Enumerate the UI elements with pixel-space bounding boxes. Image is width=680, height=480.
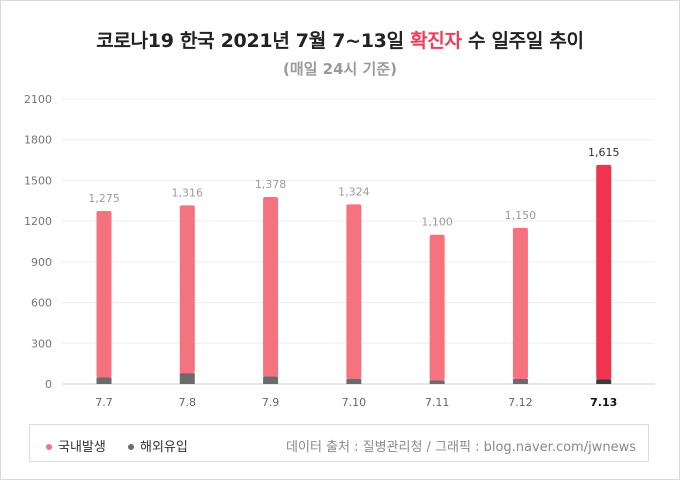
y-tick-label: 300 — [31, 337, 52, 350]
bar-domestic — [429, 234, 445, 381]
bar-domestic — [596, 164, 612, 380]
y-tick-label: 900 — [31, 256, 52, 269]
data-label-total: 1,275 — [88, 192, 120, 205]
bar-domestic — [263, 196, 279, 377]
title-part-2: 수 일주일 추이 — [468, 30, 584, 52]
bar-overseas — [263, 376, 279, 384]
legend-dot-overseas — [128, 443, 134, 450]
bar-domestic — [512, 227, 528, 379]
chart-subtitle: (매일 24시 기준) — [282, 60, 398, 78]
bar-overseas — [429, 380, 445, 384]
x-tick-label: 7.11 — [425, 396, 450, 409]
bar-overseas — [346, 378, 362, 384]
data-source-credit: 데이터 출처 : 질병관리청 / 그래픽 : blog.naver.com/jw… — [286, 440, 636, 455]
bar-overseas — [512, 378, 528, 384]
y-tick-label: 1200 — [24, 215, 52, 228]
x-tick-label: 7.12 — [508, 396, 533, 409]
bar-domestic — [96, 210, 112, 378]
legend-label-domestic: 국내발생 — [58, 440, 106, 455]
bar-overseas — [596, 379, 612, 384]
title-highlight: 확진자 — [410, 30, 462, 52]
legend-dot-domestic — [46, 443, 52, 450]
chart-title: 코로나19 한국 2021년 7월 7~13일 확진자 수 일주일 추이 — [0, 26, 680, 53]
data-label-total: 1,324 — [338, 185, 370, 198]
x-tick-label: 7.9 — [262, 396, 280, 409]
title-part-1: 코로나19 한국 2021년 7월 7~13일 — [96, 30, 404, 52]
bar-chart: 0 300 600 900 1200 1500 1800 2100 1,275 7.7 1,316 7… — [24, 93, 655, 409]
x-tick-label: 7.7 — [95, 396, 113, 409]
data-label-total: 1,150 — [505, 209, 537, 222]
legend-item-overseas: 해외유입 — [128, 436, 188, 455]
y-tick-label: 1500 — [24, 174, 52, 187]
y-tick-label: 1800 — [24, 134, 52, 147]
bar-domestic — [346, 204, 362, 379]
legend-box: 국내발생 해외유입 데이터 출처 : 질병관리청 / 그래픽 : blog.na… — [29, 424, 649, 462]
legend-item-domestic: 국내발생 — [46, 436, 106, 455]
x-tick-label: 7.8 — [179, 396, 197, 409]
data-label-total: 1,316 — [172, 186, 204, 199]
data-label-total: 1,615 — [588, 146, 620, 159]
y-tick-label: 2100 — [24, 93, 52, 106]
bar-overseas — [96, 377, 112, 384]
y-tick-label: 0 — [45, 378, 52, 391]
y-tick-label: 600 — [31, 297, 52, 310]
x-tick-label: 7.10 — [342, 396, 367, 409]
data-label-total: 1,100 — [421, 216, 453, 229]
bar-overseas — [179, 373, 195, 384]
bar-domestic — [179, 205, 195, 374]
x-tick-label: 7.13 — [590, 396, 617, 409]
data-label-total: 1,378 — [255, 178, 287, 191]
legend-label-overseas: 해외유입 — [140, 440, 188, 455]
